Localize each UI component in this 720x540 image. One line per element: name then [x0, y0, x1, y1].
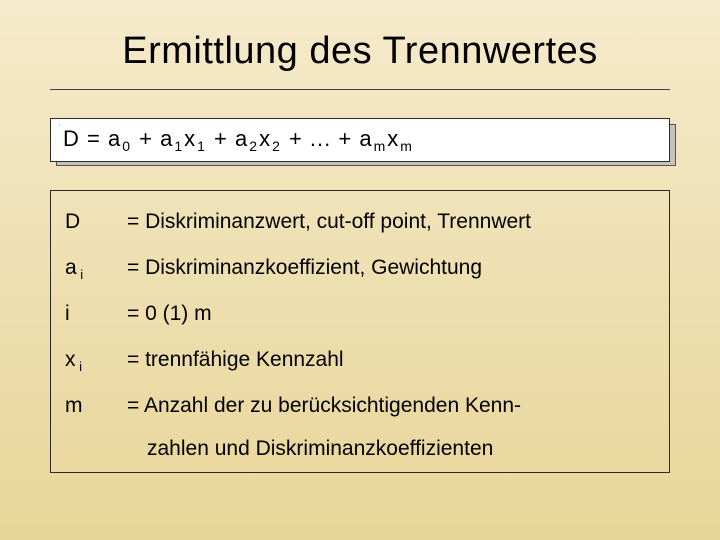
- legend-symbol: m: [65, 383, 127, 429]
- legend-box: D = Diskriminanzwert, cut-off point, Tre…: [50, 190, 670, 473]
- formula-tinymark: I: [59, 123, 60, 127]
- legend-row: m = Anzahl der zu berücksichtigenden Ken…: [65, 383, 655, 429]
- slide: Ermittlung des Trennwertes I D = a0 + a1…: [0, 0, 720, 540]
- legend-continuation: zahlen und Diskriminanzkoeffizienten: [65, 429, 655, 467]
- divider: [50, 89, 670, 90]
- slide-title: Ermittlung des Trennwertes: [50, 30, 670, 73]
- legend-row: D = Diskriminanzwert, cut-off point, Tre…: [65, 199, 655, 245]
- formula-box: I D = a0 + a1x1 + a2x2 + ... + amxm: [50, 118, 670, 162]
- formula-text: D = a0 + a1x1 + a2x2 + ... + amxm: [63, 126, 414, 154]
- legend-row: x i = trennfähige Kennzahl: [65, 337, 655, 384]
- legend-row: a i = Diskriminanzkoeffizient, Gewichtun…: [65, 245, 655, 292]
- formula-container: I D = a0 + a1x1 + a2x2 + ... + amxm: [50, 118, 670, 166]
- legend-symbol: x i: [65, 337, 127, 384]
- legend-def: = trennfähige Kennzahl: [127, 337, 655, 384]
- legend-def: = Anzahl der zu berücksichtigenden Kenn-: [127, 383, 655, 429]
- legend-def: = Diskriminanzwert, cut-off point, Trenn…: [127, 199, 655, 245]
- legend-def: = 0 (1) m: [127, 291, 655, 337]
- legend-table: D = Diskriminanzwert, cut-off point, Tre…: [65, 199, 655, 429]
- legend-row: i = 0 (1) m: [65, 291, 655, 337]
- legend-symbol: a i: [65, 245, 127, 292]
- legend-symbol: D: [65, 199, 127, 245]
- legend-symbol: i: [65, 291, 127, 337]
- legend-def: = Diskriminanzkoeffizient, Gewichtung: [127, 245, 655, 292]
